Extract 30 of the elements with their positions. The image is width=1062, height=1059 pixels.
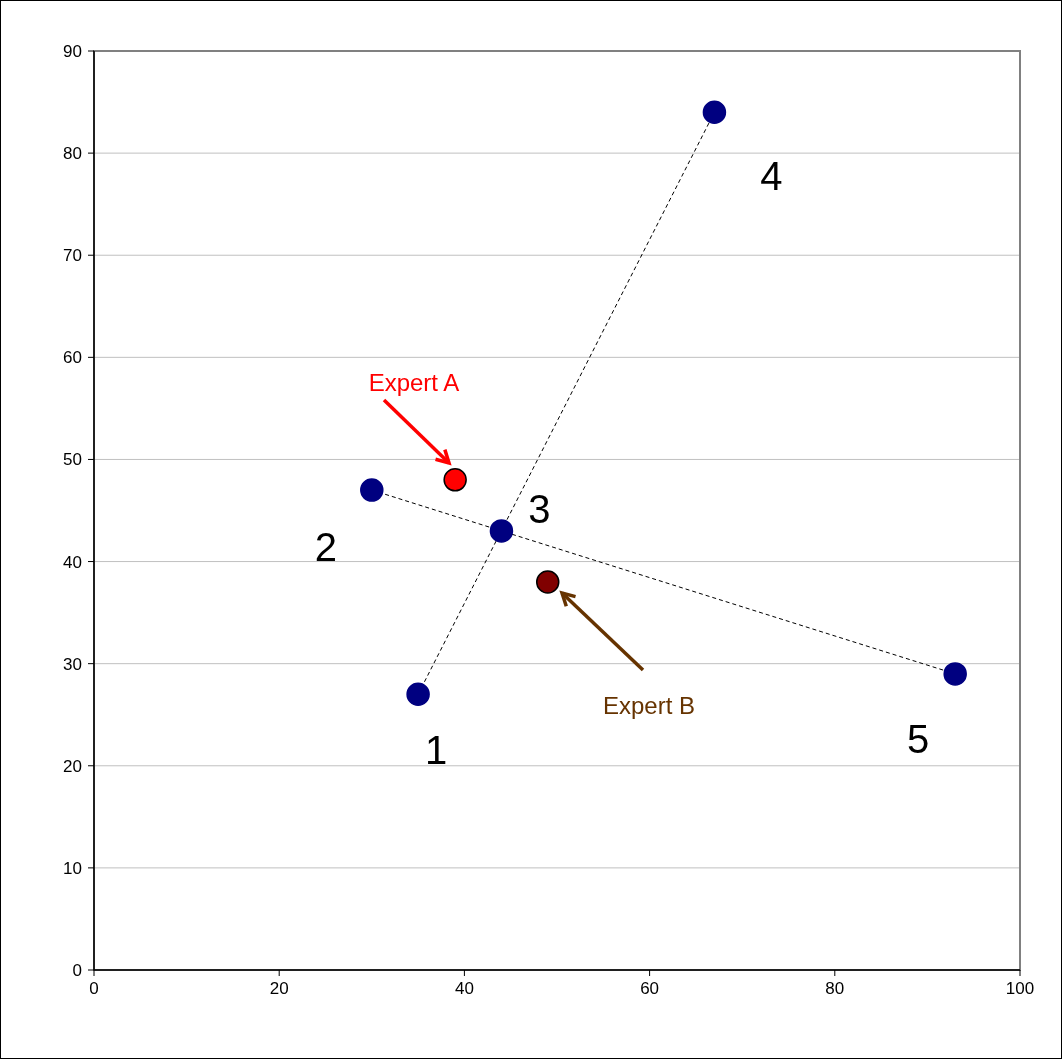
point xyxy=(360,478,384,502)
x-tick-label: 100 xyxy=(1005,979,1035,998)
point xyxy=(443,468,467,492)
y-tick-label: 20 xyxy=(63,756,82,776)
x-tick-label: 40 xyxy=(454,979,474,998)
y-tick-label: 10 xyxy=(63,858,82,878)
x-tick-label: 20 xyxy=(269,979,289,998)
annotation: 1 xyxy=(424,728,448,773)
point xyxy=(535,570,560,594)
annotation: 3 xyxy=(528,486,551,531)
point xyxy=(702,100,727,125)
x-tick-label: 0 xyxy=(89,979,99,998)
annotation: Expert A xyxy=(368,369,460,397)
y-tick-label: 30 xyxy=(63,654,82,674)
x-tick-label: 60 xyxy=(640,979,660,998)
annotation: 2 xyxy=(314,525,337,570)
point xyxy=(406,682,430,707)
y-tick-label: 70 xyxy=(63,246,82,266)
x-tick-label: 80 xyxy=(825,979,845,998)
y-tick-label: 90 xyxy=(63,41,82,61)
point xyxy=(489,519,514,543)
annotation: 5 xyxy=(907,716,930,761)
y-tick-label: 50 xyxy=(63,450,82,470)
y-tick-label: 0 xyxy=(72,960,82,980)
point xyxy=(943,662,967,686)
y-tick-label: 80 xyxy=(63,144,82,164)
y-tick-label: 40 xyxy=(63,552,82,572)
annotation: 4 xyxy=(760,154,783,199)
y-tick-label: 60 xyxy=(63,348,82,368)
annotation: Expert B xyxy=(602,692,696,720)
